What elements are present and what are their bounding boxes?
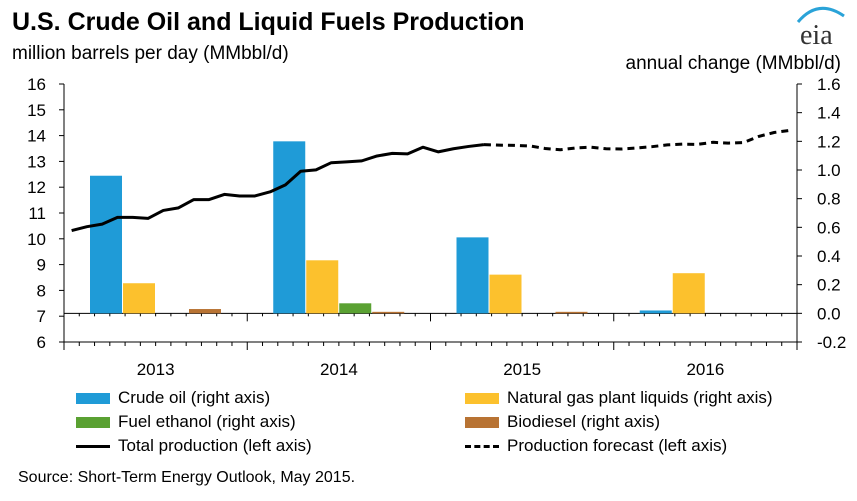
crude-oil-bar (456, 237, 489, 314)
legend-swatch (76, 416, 110, 428)
eia-logo-arc (796, 6, 845, 23)
legend-swatch (465, 444, 499, 448)
left-tick-label: 16 (27, 75, 46, 94)
left-tick-label: 15 (27, 101, 46, 120)
crude-oil-bar (90, 175, 122, 314)
ngpl-bar (672, 273, 705, 314)
total-production-line (71, 143, 485, 232)
left-axis-label: million barrels per day (MMbbl/d) (12, 43, 289, 64)
legend-ethanol: Fuel ethanol (right axis) (76, 410, 296, 434)
legend-label: Biodiesel (right axis) (507, 412, 661, 431)
left-tick-label: 13 (27, 152, 46, 171)
right-tick-label: 0.8 (817, 190, 841, 209)
legend-total-production: Total production (left axis) (76, 434, 312, 458)
ngpl-bar (306, 260, 339, 314)
year-label: 2014 (320, 360, 358, 379)
legend-swatch (465, 392, 499, 404)
year-label: 2016 (686, 360, 724, 379)
legend-crude-oil: Crude oil (right axis) (76, 386, 270, 410)
left-tick-label: 7 (37, 307, 46, 326)
crude-oil-bar (273, 141, 306, 314)
right-tick-label: 1.6 (817, 75, 841, 94)
legend-swatch (465, 416, 499, 428)
legend-label: Natural gas plant liquids (right axis) (507, 388, 773, 407)
left-tick-label: 9 (37, 256, 46, 275)
legend-label: Crude oil (right axis) (118, 388, 271, 407)
right-tick-label: 0.2 (817, 276, 841, 295)
right-tick-label: 1.4 (817, 104, 841, 123)
left-tick-label: 10 (27, 230, 46, 249)
left-tick-label: 8 (37, 281, 46, 300)
left-tick-label: 11 (28, 204, 46, 223)
biodiesel-bar (555, 311, 588, 314)
ethanol-bar (339, 303, 372, 314)
right-tick-label: 0.6 (817, 218, 841, 237)
production-forecast-line (483, 128, 790, 152)
left-tick-label: 6 (37, 333, 46, 352)
legend-swatch (76, 392, 110, 404)
biodiesel-bar (189, 309, 221, 314)
crude-oil-bar (639, 310, 672, 314)
legend-swatch (76, 444, 110, 448)
right-tick-label: 0.0 (817, 304, 841, 323)
legend-ngpl: Natural gas plant liquids (right axis) (465, 386, 773, 410)
eia-logo-text: eia (800, 20, 833, 50)
year-label: 2013 (137, 360, 175, 379)
ngpl-bar (123, 283, 155, 314)
chart-title: U.S. Crude Oil and Liquid Fuels Producti… (12, 8, 525, 36)
left-tick-label: 14 (27, 127, 46, 146)
left-tick-label: 12 (27, 178, 46, 197)
legend-label: Production forecast (left axis) (507, 436, 728, 455)
legend-label: Total production (left axis) (118, 436, 312, 455)
right-tick-label: 1.2 (817, 132, 841, 151)
right-axis-label: annual change (MMbbl/d) (625, 53, 841, 74)
legend-production-forecast: Production forecast (left axis) (465, 434, 727, 458)
legend-label: Fuel ethanol (right axis) (118, 412, 296, 431)
right-tick-label: 0.4 (817, 247, 841, 266)
source-note: Source: Short-Term Energy Outlook, May 2… (18, 469, 356, 486)
legend-biodiesel: Biodiesel (right axis) (465, 410, 660, 434)
biodiesel-bar (372, 311, 405, 314)
year-label: 2015 (503, 360, 541, 379)
eia-logo: eia (796, 6, 845, 50)
ngpl-bar (489, 274, 522, 314)
right-tick-label: 1.0 (817, 161, 841, 180)
right-tick-label: -0.2 (817, 333, 846, 352)
